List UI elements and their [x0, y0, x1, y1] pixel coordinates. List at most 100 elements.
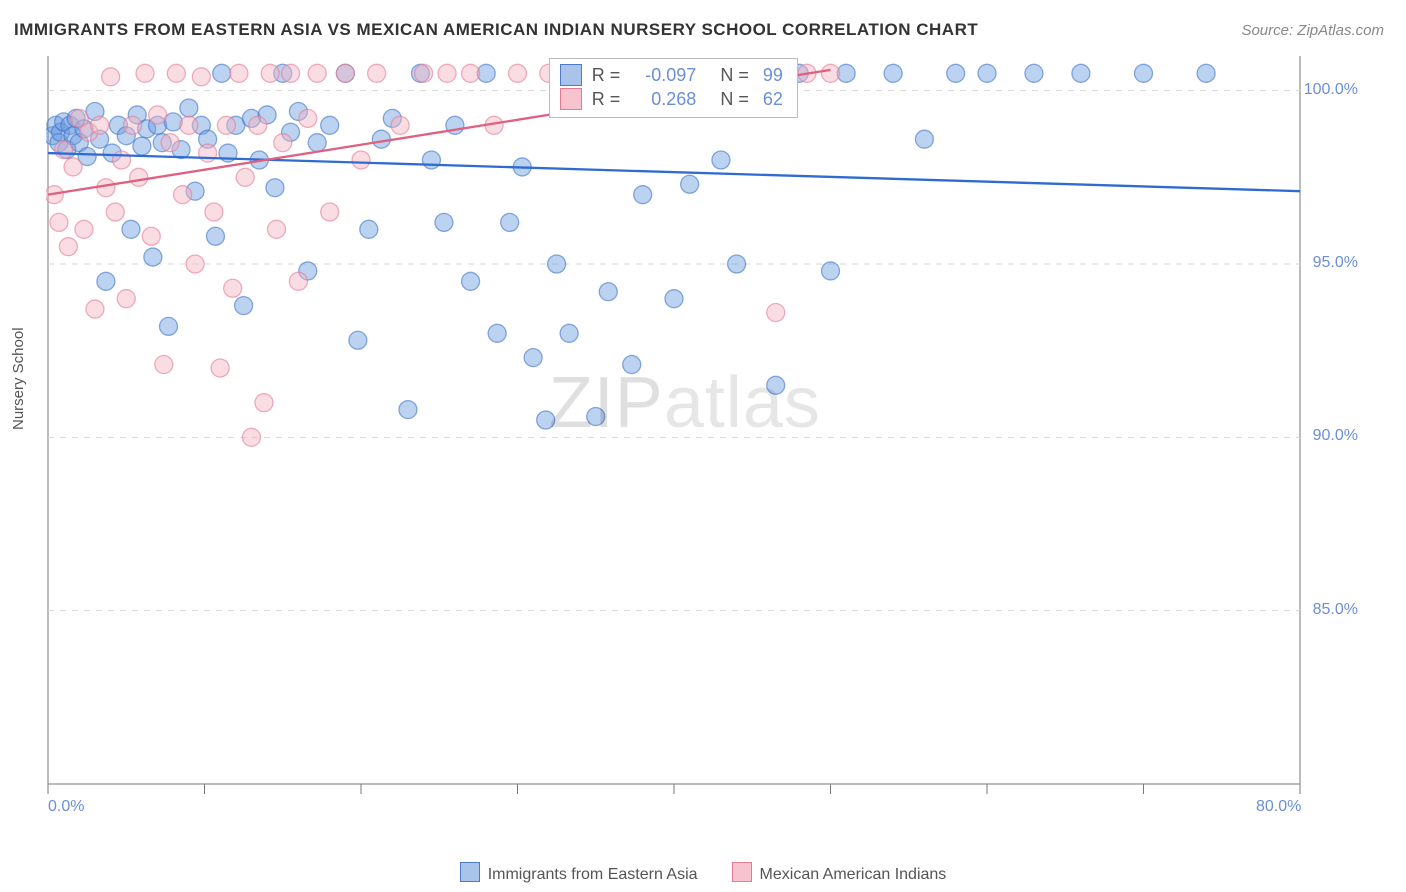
scatter-point-series-b: [352, 151, 370, 169]
y-tick-label: 90.0%: [1313, 427, 1358, 445]
scatter-point-series-b: [462, 64, 480, 82]
scatter-point-series-a: [308, 134, 326, 152]
scatter-point-series-a: [599, 283, 617, 301]
scatter-point-series-b: [113, 151, 131, 169]
scatter-point-series-a: [623, 356, 641, 374]
legend-label: Mexican American Indians: [760, 866, 947, 883]
scatter-point-series-b: [236, 168, 254, 186]
scatter-point-series-a: [360, 220, 378, 238]
scatter-point-series-a: [767, 376, 785, 394]
scatter-point-series-a: [978, 64, 996, 82]
scatter-point-series-a: [524, 349, 542, 367]
scatter-point-series-b: [97, 179, 115, 197]
n-label: N =: [720, 63, 749, 87]
scatter-point-series-b: [249, 116, 267, 134]
scatter-point-series-b: [155, 356, 173, 374]
legend-swatch-icon: [732, 862, 752, 882]
scatter-point-series-a: [122, 220, 140, 238]
scatter-point-series-b: [55, 141, 73, 159]
scatter-point-series-a: [97, 272, 115, 290]
scatter-point-series-a: [681, 175, 699, 193]
scatter-point-series-a: [462, 272, 480, 290]
scatter-point-series-a: [501, 213, 519, 231]
scatter-point-series-a: [665, 290, 683, 308]
legend-swatch-icon: [560, 64, 582, 86]
scatter-point-series-b: [205, 203, 223, 221]
scatter-point-series-a: [560, 324, 578, 342]
scatter-point-series-b: [509, 64, 527, 82]
scatter-point-series-b: [267, 220, 285, 238]
scatter-point-series-b: [289, 272, 307, 290]
scatter-point-series-b: [142, 227, 160, 245]
chart-area: 85.0%90.0%95.0%100.0% 0.0%80.0% ZIPatlas…: [46, 54, 1360, 814]
scatter-point-series-b: [282, 64, 300, 82]
scatter-point-series-b: [274, 134, 292, 152]
scatter-point-series-b: [180, 116, 198, 134]
y-tick-label: 85.0%: [1313, 601, 1358, 619]
scatter-point-series-a: [372, 130, 390, 148]
scatter-point-series-b: [767, 304, 785, 322]
y-axis-label: Nursery School: [10, 327, 27, 430]
scatter-point-series-b: [136, 64, 154, 82]
legend-item: Mexican American Indians: [732, 862, 947, 884]
n-value: 62: [759, 87, 787, 111]
stats-row: R =0.268N =62: [560, 87, 787, 111]
scatter-point-series-b: [299, 109, 317, 127]
scatter-point-series-a: [180, 99, 198, 117]
scatter-point-series-b: [230, 64, 248, 82]
scatter-point-series-b: [438, 64, 456, 82]
legend-item: Immigrants from Eastern Asia: [460, 862, 698, 884]
scatter-point-series-a: [822, 262, 840, 280]
trend-line: [48, 153, 1300, 191]
scatter-point-series-a: [1135, 64, 1153, 82]
scatter-point-series-a: [537, 411, 555, 429]
scatter-point-series-b: [415, 64, 433, 82]
scatter-point-series-a: [884, 64, 902, 82]
legend-bottom: Immigrants from Eastern Asia Mexican Amer…: [0, 862, 1406, 884]
scatter-point-series-a: [712, 151, 730, 169]
scatter-point-series-b: [321, 203, 339, 221]
scatter-point-series-b: [211, 359, 229, 377]
scatter-point-series-b: [255, 394, 273, 412]
r-label: R =: [592, 63, 621, 87]
scatter-point-series-b: [336, 64, 354, 82]
r-label: R =: [592, 87, 621, 111]
scatter-point-series-b: [217, 116, 235, 134]
scatter-point-series-b: [59, 238, 77, 256]
scatter-point-series-b: [64, 158, 82, 176]
scatter-point-series-b: [308, 64, 326, 82]
scatter-point-series-a: [160, 317, 178, 335]
scatter-point-series-b: [50, 213, 68, 231]
correlation-stats-box: R =-0.097N =99R =0.268N =62: [549, 58, 798, 118]
scatter-point-series-b: [167, 64, 185, 82]
scatter-point-series-a: [399, 401, 417, 419]
scatter-point-series-b: [261, 64, 279, 82]
chart-title: IMMIGRANTS FROM EASTERN ASIA VS MEXICAN …: [14, 20, 978, 40]
scatter-point-series-b: [86, 300, 104, 318]
scatter-point-series-b: [149, 106, 167, 124]
scatter-point-series-b: [224, 279, 242, 297]
scatter-point-series-b: [368, 64, 386, 82]
scatter-point-series-a: [634, 186, 652, 204]
scatter-point-series-a: [1072, 64, 1090, 82]
y-tick-label: 100.0%: [1304, 81, 1358, 99]
scatter-point-series-b: [117, 290, 135, 308]
scatter-point-series-a: [1197, 64, 1215, 82]
scatter-point-series-b: [75, 220, 93, 238]
scatter-point-series-b: [91, 116, 109, 134]
scatter-point-series-a: [144, 248, 162, 266]
scatter-point-series-a: [915, 130, 933, 148]
legend-swatch-icon: [460, 862, 480, 882]
scatter-point-series-a: [321, 116, 339, 134]
scatter-point-series-a: [349, 331, 367, 349]
source-label: Source: ZipAtlas.com: [1241, 22, 1384, 39]
scatter-point-series-a: [548, 255, 566, 273]
scatter-point-series-b: [130, 168, 148, 186]
x-tick-label: 0.0%: [48, 798, 84, 816]
scatter-point-series-a: [947, 64, 965, 82]
scatter-point-series-b: [822, 64, 840, 82]
scatter-point-series-a: [133, 137, 151, 155]
scatter-plot: [46, 54, 1360, 814]
scatter-point-series-a: [435, 213, 453, 231]
scatter-point-series-b: [192, 68, 210, 86]
